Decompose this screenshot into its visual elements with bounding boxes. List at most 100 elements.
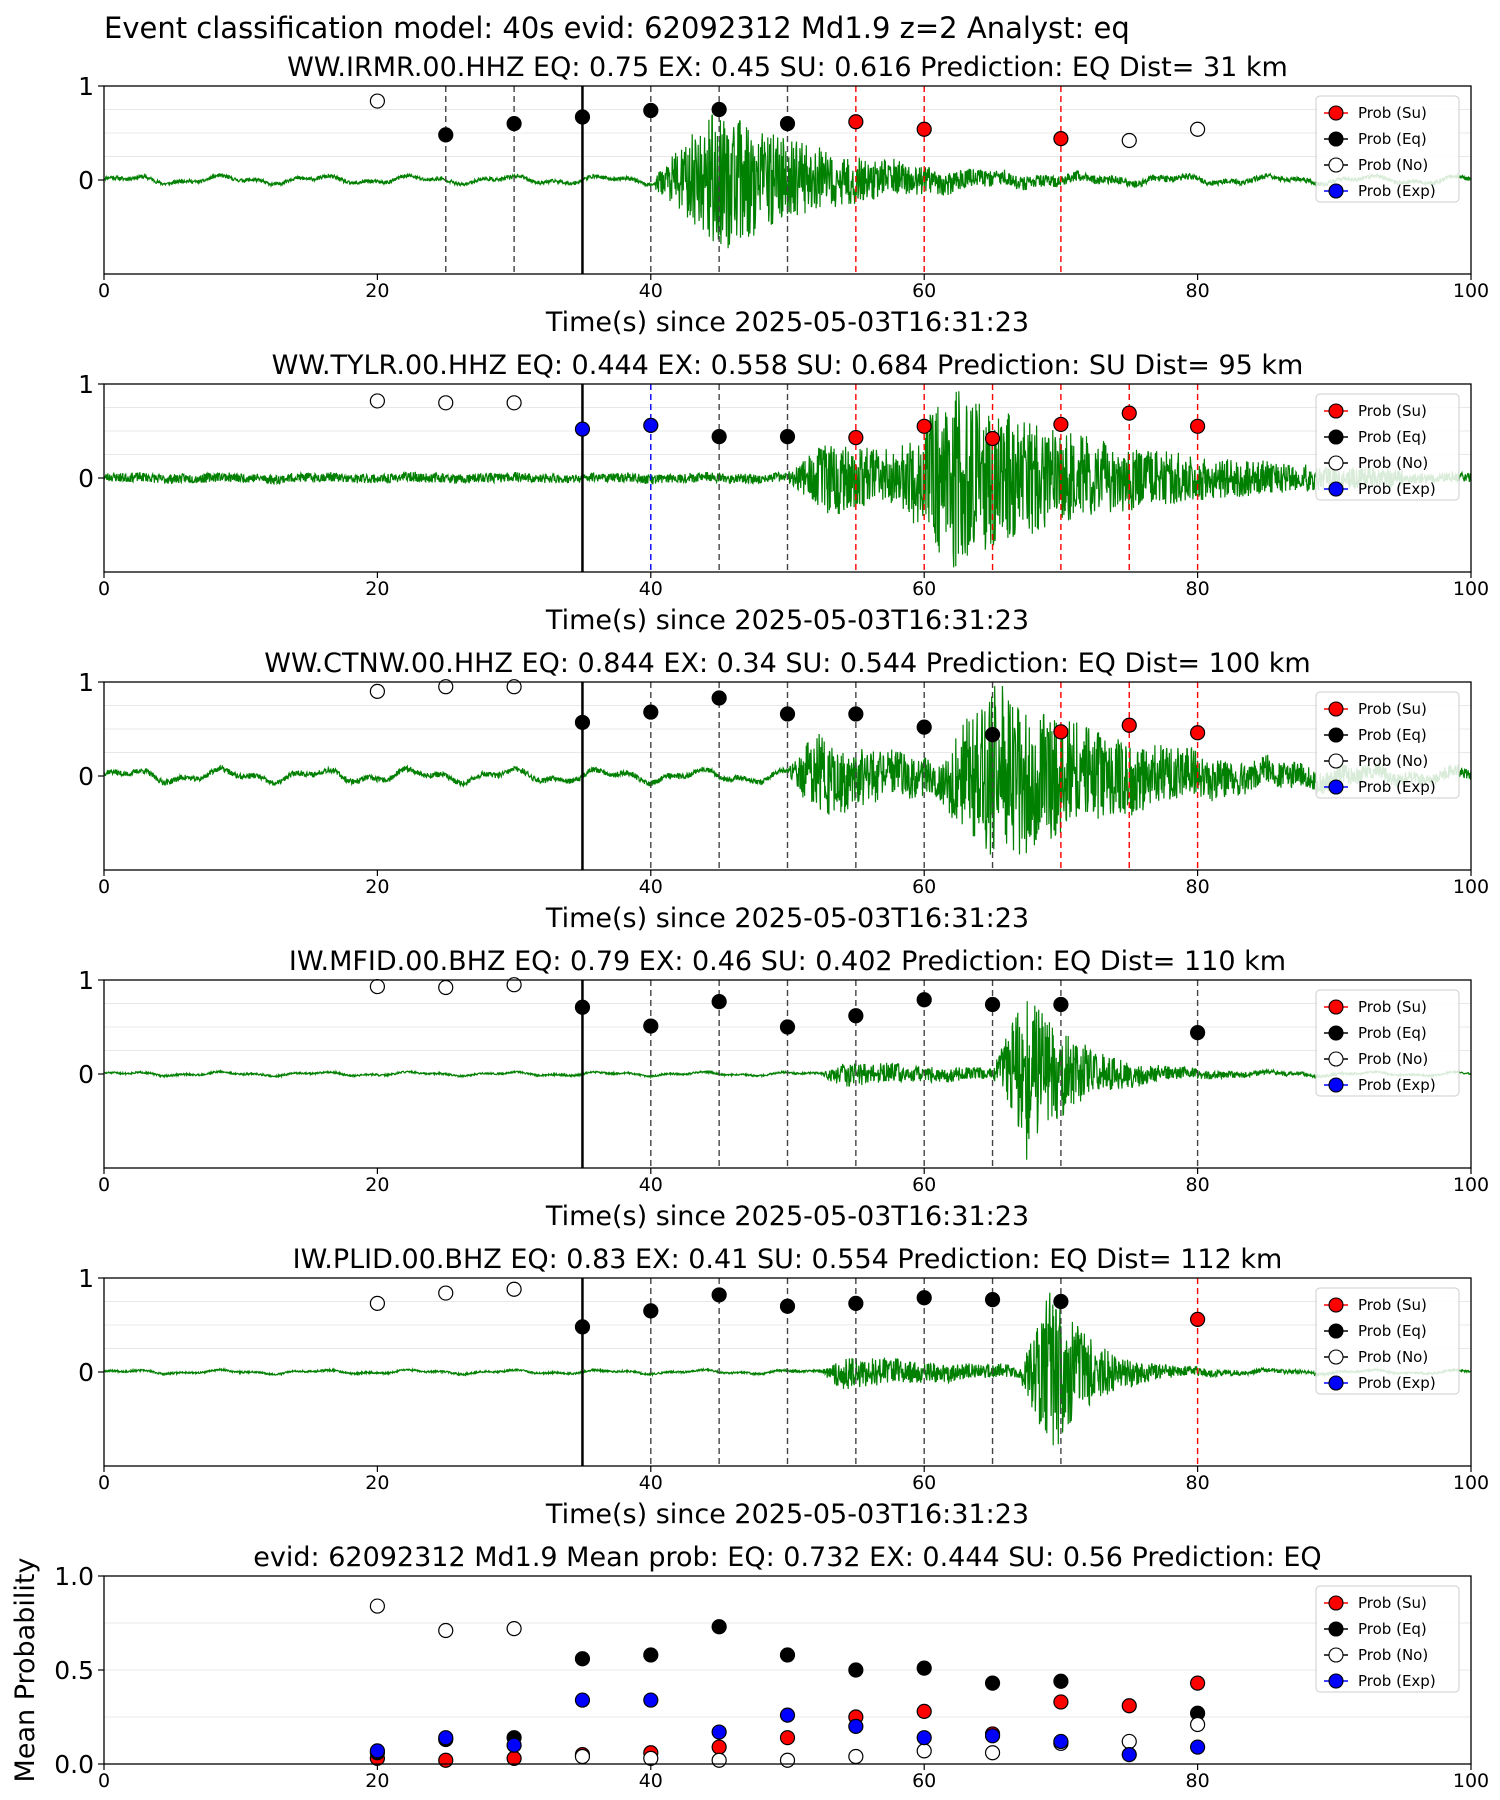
prob-point	[369, 1295, 385, 1311]
legend-marker	[1328, 1647, 1344, 1663]
y-tick-label: 0.0	[54, 1750, 94, 1779]
x-tick-label: 60	[912, 1174, 936, 1196]
legend-label: Prob (No)	[1358, 156, 1428, 174]
legend-label: Prob (No)	[1358, 752, 1428, 770]
prob-point	[984, 430, 1001, 447]
x-axis-label: Time(s) since 2025-05-03T16:31:23	[545, 605, 1029, 636]
x-tick-label: 0	[98, 1174, 110, 1196]
prob-point	[506, 977, 522, 993]
y-tick-label: 0	[78, 1060, 94, 1089]
mean-prob-point	[916, 1730, 932, 1746]
y-tick-label: 1	[78, 966, 94, 995]
legend: Prob (Su) Prob (Eq) Prob (No) Prob (Exp)	[1315, 393, 1460, 501]
mean-prob-point	[984, 1745, 1001, 1761]
prob-point	[848, 706, 864, 722]
legend-marker	[1328, 183, 1344, 199]
legend-box	[1315, 1287, 1460, 1395]
legend: Prob (Su) Prob (Eq) Prob (No) Prob (Exp)	[1315, 1585, 1460, 1693]
prob-point	[1053, 724, 1069, 740]
legend-label: Prob (Eq)	[1358, 130, 1427, 148]
legend-label: Prob (Eq)	[1358, 1024, 1427, 1042]
mean-prob-point	[369, 1743, 385, 1759]
legend-label: Prob (Su)	[1358, 998, 1427, 1016]
x-tick-label: 40	[639, 876, 663, 898]
mean-prob-point	[1189, 1739, 1206, 1755]
x-tick-label: 100	[1453, 1770, 1489, 1792]
prob-point	[711, 994, 727, 1010]
prob-point	[438, 1285, 454, 1301]
prob-point	[1121, 132, 1137, 149]
x-tick-label: 20	[365, 1472, 389, 1494]
x-tick-label: 100	[1453, 1472, 1489, 1494]
prob-point	[438, 127, 454, 143]
y-axis-label: Mean Probability	[10, 1558, 41, 1783]
prob-point	[1053, 131, 1069, 147]
mean-prob-point	[1053, 1733, 1069, 1750]
mean-prob-point	[984, 1675, 1001, 1691]
prob-point	[643, 704, 659, 720]
legend-marker	[1328, 779, 1344, 795]
panel-1: WW.IRMR.00.HHZ EQ: 0.75 EX: 0.45 SU: 0.6…	[78, 52, 1489, 338]
legend-marker	[1328, 1673, 1344, 1689]
mean-prob-point	[916, 1660, 932, 1676]
legend-box	[1315, 393, 1460, 501]
prob-point	[506, 1281, 522, 1297]
prob-point	[1189, 121, 1206, 137]
mean-prob-point	[779, 1752, 796, 1768]
legend-marker	[1328, 403, 1344, 419]
mean-prob-point	[643, 1692, 659, 1708]
legend-label: Prob (Eq)	[1358, 726, 1427, 744]
mean-prob-point	[779, 1707, 796, 1723]
legend-label: Prob (Exp)	[1358, 1672, 1436, 1690]
legend-label: Prob (Su)	[1358, 104, 1427, 122]
prob-point	[1121, 717, 1137, 733]
panel-3: WW.CTNW.00.HHZ EQ: 0.844 EX: 0.34 SU: 0.…	[78, 648, 1489, 934]
prob-point	[1189, 1311, 1206, 1327]
mean-prob-point	[506, 1737, 522, 1753]
prob-point	[369, 93, 385, 109]
prob-point	[574, 421, 591, 437]
mean-prob-point	[643, 1750, 659, 1766]
panel-5: IW.PLID.00.BHZ EQ: 0.83 EX: 0.41 SU: 0.5…	[78, 1244, 1489, 1530]
legend-marker	[1328, 753, 1344, 769]
mean-prob-point	[1121, 1698, 1137, 1714]
x-tick-label: 20	[365, 1770, 389, 1792]
legend-label: Prob (Su)	[1358, 1594, 1427, 1612]
waveform-trace	[103, 114, 1472, 249]
prob-point	[848, 114, 864, 130]
mean-prob-point	[1121, 1746, 1137, 1763]
x-tick-label: 100	[1453, 280, 1489, 302]
mean-prob-point	[848, 1718, 864, 1735]
legend-marker	[1328, 1323, 1344, 1339]
legend-marker	[1328, 1621, 1344, 1637]
prob-point	[1189, 1025, 1206, 1041]
prob-point	[643, 102, 659, 119]
prob-point	[848, 1295, 864, 1311]
x-tick-label: 60	[912, 280, 936, 302]
x-tick-label: 100	[1453, 876, 1489, 898]
prob-point	[984, 727, 1001, 743]
x-tick-label: 40	[639, 280, 663, 302]
y-tick-label: 0	[78, 1358, 94, 1387]
x-tick-label: 20	[365, 1174, 389, 1196]
mean-prob-point	[916, 1703, 932, 1719]
legend-label: Prob (Su)	[1358, 700, 1427, 718]
prob-point	[506, 115, 522, 132]
y-tick-label: 1	[78, 668, 94, 697]
panel-title: IW.PLID.00.BHZ EQ: 0.83 EX: 0.41 SU: 0.5…	[293, 1244, 1283, 1275]
prob-point	[1053, 1293, 1069, 1310]
y-tick-label: 1	[78, 370, 94, 399]
x-tick-label: 0	[98, 1472, 110, 1494]
mean-prob-point	[369, 1598, 385, 1614]
legend-marker	[1328, 105, 1344, 121]
x-axis-label: Time(s) since 2025-05-03T16:31:23	[545, 903, 1029, 934]
prob-point	[1053, 416, 1069, 433]
x-tick-label: 40	[639, 1770, 663, 1792]
x-tick-label: 20	[365, 578, 389, 600]
legend: Prob (Su) Prob (Eq) Prob (No) Prob (Exp)	[1315, 989, 1460, 1097]
prob-point	[506, 395, 522, 411]
prob-point	[984, 996, 1001, 1013]
mean-prob-point	[711, 1724, 727, 1740]
y-tick-label: 1	[78, 1264, 94, 1293]
prob-point	[369, 683, 385, 700]
